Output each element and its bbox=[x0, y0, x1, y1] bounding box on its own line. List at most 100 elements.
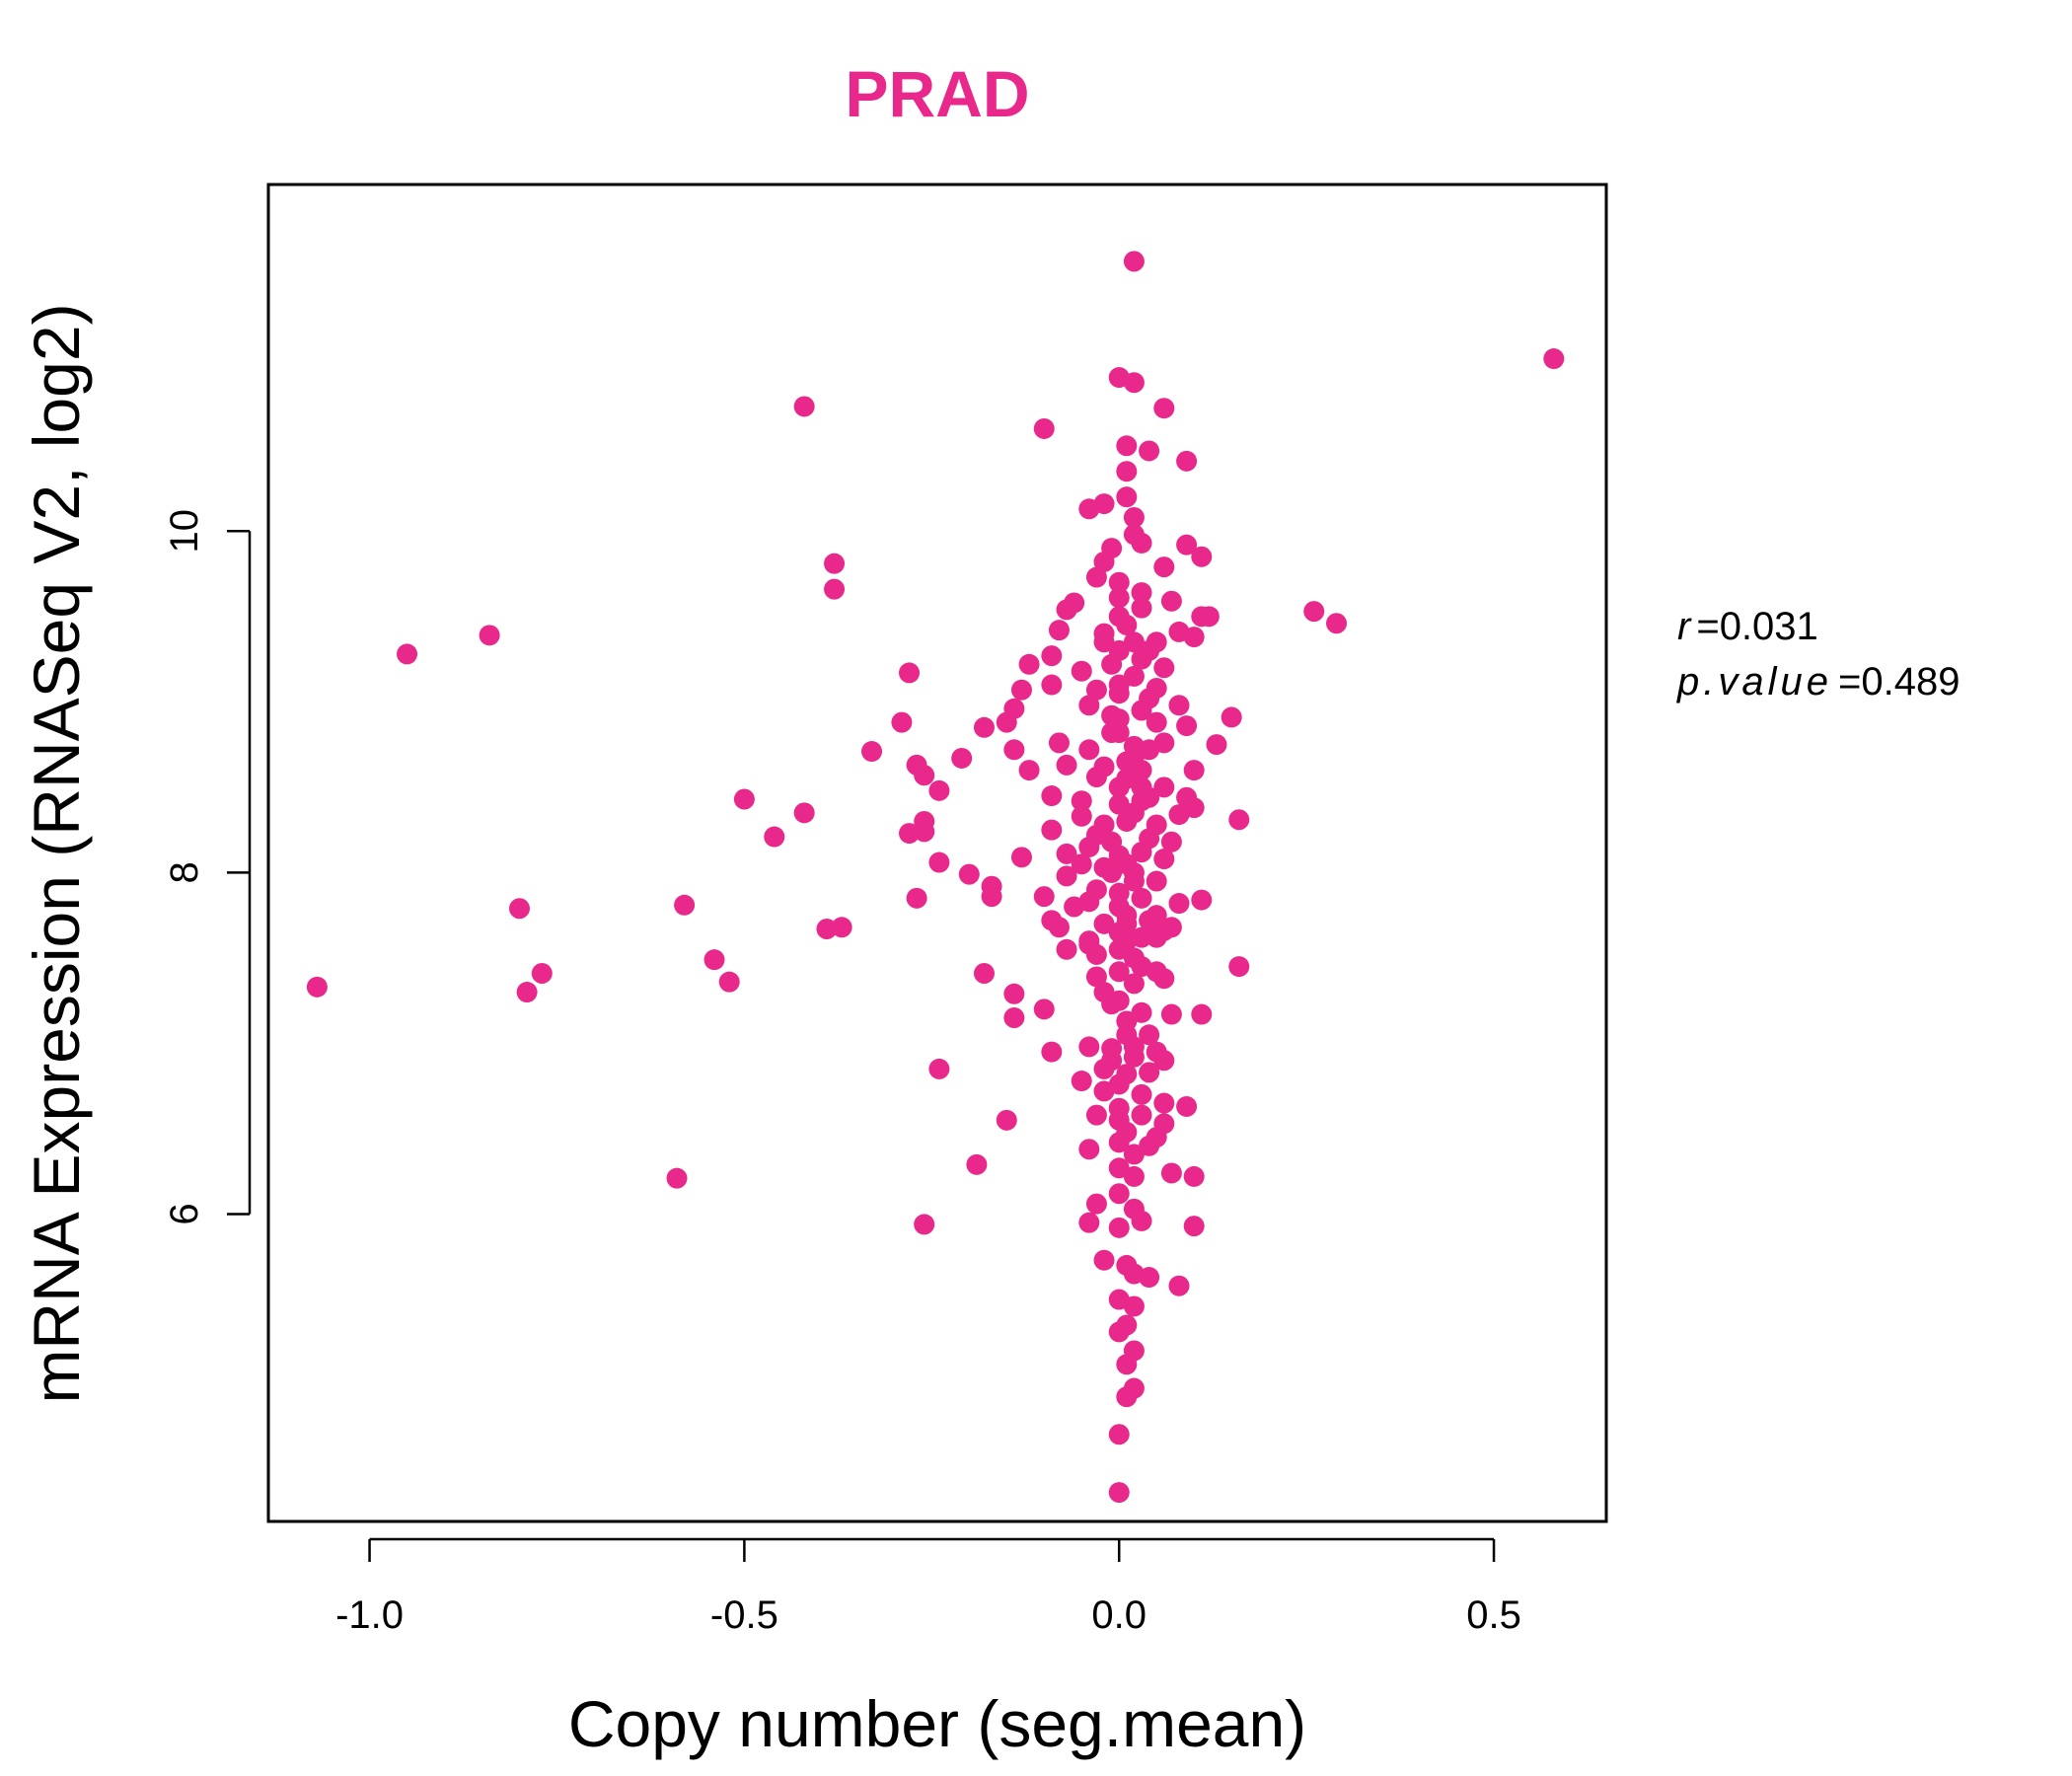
data-point bbox=[1176, 715, 1198, 737]
data-point bbox=[1198, 606, 1220, 628]
data-point bbox=[1108, 793, 1130, 815]
data-point bbox=[1108, 1097, 1130, 1119]
data-point bbox=[1093, 982, 1115, 1003]
data-point bbox=[703, 949, 725, 971]
data-point bbox=[951, 747, 973, 769]
data-point bbox=[397, 643, 418, 665]
data-point bbox=[793, 396, 815, 417]
data-point bbox=[1085, 766, 1107, 787]
data-point bbox=[1153, 849, 1175, 870]
data-point bbox=[1071, 1071, 1092, 1092]
data-point bbox=[1116, 1354, 1138, 1375]
data-point bbox=[1093, 814, 1115, 836]
data-point bbox=[1131, 1001, 1152, 1023]
data-point bbox=[1048, 917, 1070, 938]
data-point bbox=[1108, 1183, 1130, 1205]
data-point bbox=[1101, 861, 1123, 883]
data-point bbox=[1191, 1003, 1213, 1025]
data-point bbox=[1139, 828, 1160, 850]
data-point bbox=[996, 711, 1017, 733]
data-point bbox=[508, 898, 530, 920]
data-point bbox=[1108, 1073, 1130, 1095]
data-point bbox=[1056, 938, 1077, 960]
data-point bbox=[958, 863, 980, 885]
data-point bbox=[1123, 1036, 1145, 1058]
p-label: p.value bbox=[1676, 660, 1832, 703]
data-point bbox=[1048, 620, 1070, 641]
data-point bbox=[1123, 251, 1145, 272]
data-point bbox=[1041, 1041, 1063, 1063]
data-point bbox=[1176, 1095, 1198, 1117]
data-point bbox=[1116, 486, 1138, 508]
data-point bbox=[914, 765, 935, 786]
data-point bbox=[1543, 348, 1565, 370]
data-point bbox=[1131, 700, 1152, 721]
x-axis-title: Copy number (seg.mean) bbox=[568, 1687, 1306, 1760]
data-point bbox=[1116, 435, 1138, 457]
data-point bbox=[306, 976, 328, 998]
data-point bbox=[1101, 1050, 1123, 1072]
data-point bbox=[981, 886, 1002, 908]
data-point bbox=[1183, 1165, 1205, 1187]
data-point bbox=[1153, 556, 1175, 578]
data-point bbox=[899, 823, 921, 845]
data-point bbox=[1139, 639, 1160, 661]
data-point bbox=[928, 1058, 950, 1079]
data-point bbox=[928, 851, 950, 873]
data-point bbox=[1116, 461, 1138, 482]
data-point bbox=[1108, 1482, 1130, 1504]
data-point bbox=[479, 625, 500, 646]
data-point bbox=[1123, 1165, 1145, 1187]
data-point bbox=[1033, 417, 1055, 439]
data-point bbox=[1093, 623, 1115, 644]
data-point bbox=[1131, 790, 1152, 812]
data-point bbox=[1153, 657, 1175, 679]
data-point bbox=[1085, 679, 1107, 701]
data-point bbox=[1078, 933, 1100, 955]
data-point bbox=[1139, 1024, 1160, 1046]
data-point bbox=[1123, 631, 1145, 653]
data-point bbox=[1010, 847, 1032, 868]
data-point bbox=[1041, 674, 1063, 696]
data-point bbox=[1018, 760, 1040, 781]
data-point bbox=[1033, 999, 1055, 1020]
data-point bbox=[1228, 809, 1250, 831]
data-point bbox=[1183, 1216, 1205, 1237]
data-point bbox=[1131, 582, 1152, 604]
data-point bbox=[1160, 1162, 1182, 1184]
data-point bbox=[1146, 905, 1167, 926]
data-point bbox=[1191, 546, 1213, 567]
data-point bbox=[1131, 1210, 1152, 1231]
p-statistic: p.value =0.489 bbox=[1676, 660, 1960, 703]
data-point bbox=[1116, 1121, 1138, 1143]
data-point bbox=[914, 1214, 935, 1235]
data-point bbox=[1078, 1036, 1100, 1058]
data-point bbox=[1108, 1321, 1130, 1343]
data-point bbox=[1003, 983, 1025, 1004]
data-point bbox=[1123, 1295, 1145, 1317]
data-point bbox=[1078, 1139, 1100, 1160]
data-point bbox=[1041, 645, 1063, 667]
data-point bbox=[1146, 678, 1167, 700]
data-point bbox=[1168, 893, 1190, 915]
data-point bbox=[1146, 1127, 1167, 1148]
y-tick-label: 8 bbox=[163, 861, 206, 883]
data-point bbox=[1085, 566, 1107, 588]
data-point bbox=[1228, 956, 1250, 978]
data-point bbox=[1108, 990, 1130, 1011]
data-point bbox=[966, 1153, 988, 1175]
data-point bbox=[1131, 597, 1152, 619]
data-point bbox=[531, 963, 553, 985]
y-axis: 6 8 10 bbox=[163, 509, 252, 1225]
data-point bbox=[1116, 853, 1138, 875]
data-point bbox=[1326, 613, 1348, 634]
data-point bbox=[1139, 739, 1160, 761]
data-point bbox=[1131, 1104, 1152, 1126]
data-point bbox=[1041, 785, 1063, 807]
data-point bbox=[1303, 601, 1325, 623]
data-point bbox=[816, 919, 838, 940]
data-point bbox=[1123, 973, 1145, 995]
data-point bbox=[1176, 450, 1198, 472]
data-point bbox=[1183, 760, 1205, 781]
